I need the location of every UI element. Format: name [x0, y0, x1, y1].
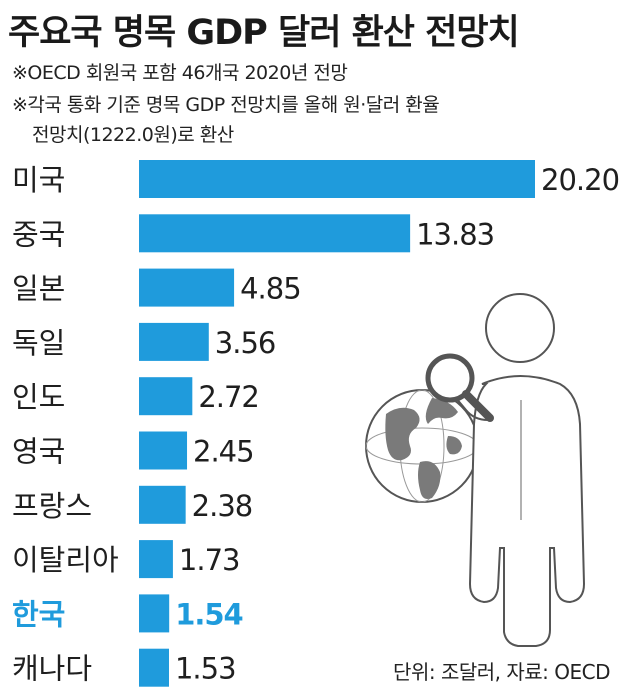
chart-note-method-continued: 전망치(1222.0원)로 환산 — [32, 124, 234, 146]
category-label: 인도 — [12, 380, 65, 414]
chart-note-method: ※각국 통화 기준 명목 GDP 전망치를 올해 원·달러 환율 — [12, 94, 440, 116]
category-label: 독일 — [12, 326, 65, 360]
value-label: 1.73 — [179, 543, 240, 577]
value-label: 2.72 — [198, 380, 259, 414]
bar — [139, 268, 235, 307]
value-label: 13.83 — [416, 217, 494, 251]
person-icon — [455, 293, 586, 647]
category-label: 프랑스 — [12, 489, 92, 523]
bar — [139, 485, 186, 524]
value-label: 4.85 — [240, 272, 301, 306]
magnifying-glass-icon — [425, 353, 494, 422]
bar — [139, 648, 169, 687]
category-label: 영국 — [12, 435, 65, 469]
bar — [139, 431, 188, 470]
category-label: 한국 — [12, 597, 65, 631]
category-label: 캐나다 — [12, 652, 92, 686]
category-label: 미국 — [12, 163, 65, 197]
source-note: 단위: 조달러, 자료: OECD — [393, 660, 610, 684]
bar — [139, 377, 193, 416]
category-label: 중국 — [12, 217, 65, 251]
value-label: 20.20 — [541, 163, 619, 197]
value-label: 1.53 — [175, 652, 236, 686]
value-label: 3.56 — [215, 326, 276, 360]
value-label: 2.45 — [193, 435, 254, 469]
value-label: 1.54 — [175, 597, 243, 631]
bar — [139, 322, 209, 361]
category-label: 이탈리아 — [12, 543, 119, 577]
bar — [139, 160, 535, 198]
bar — [139, 214, 411, 253]
bar — [139, 540, 173, 579]
chart-title: 주요국 명목 GDP 달러 환산 전망치 — [8, 13, 520, 53]
value-label: 2.38 — [192, 489, 253, 523]
bar — [139, 594, 170, 633]
chart-note-scope: ※OECD 회원국 포함 46개국 2020년 전망 — [12, 62, 348, 84]
globe-icon — [365, 389, 479, 503]
bars-layer: 미국 20.20 중국 13.83 일본 4.85 독일 3.56 인도 2.72 영국 2.45 프랑… — [12, 160, 620, 687]
category-label: 일본 — [12, 272, 65, 306]
person-with-magnifying-glass-and-globe-icon — [365, 293, 586, 647]
